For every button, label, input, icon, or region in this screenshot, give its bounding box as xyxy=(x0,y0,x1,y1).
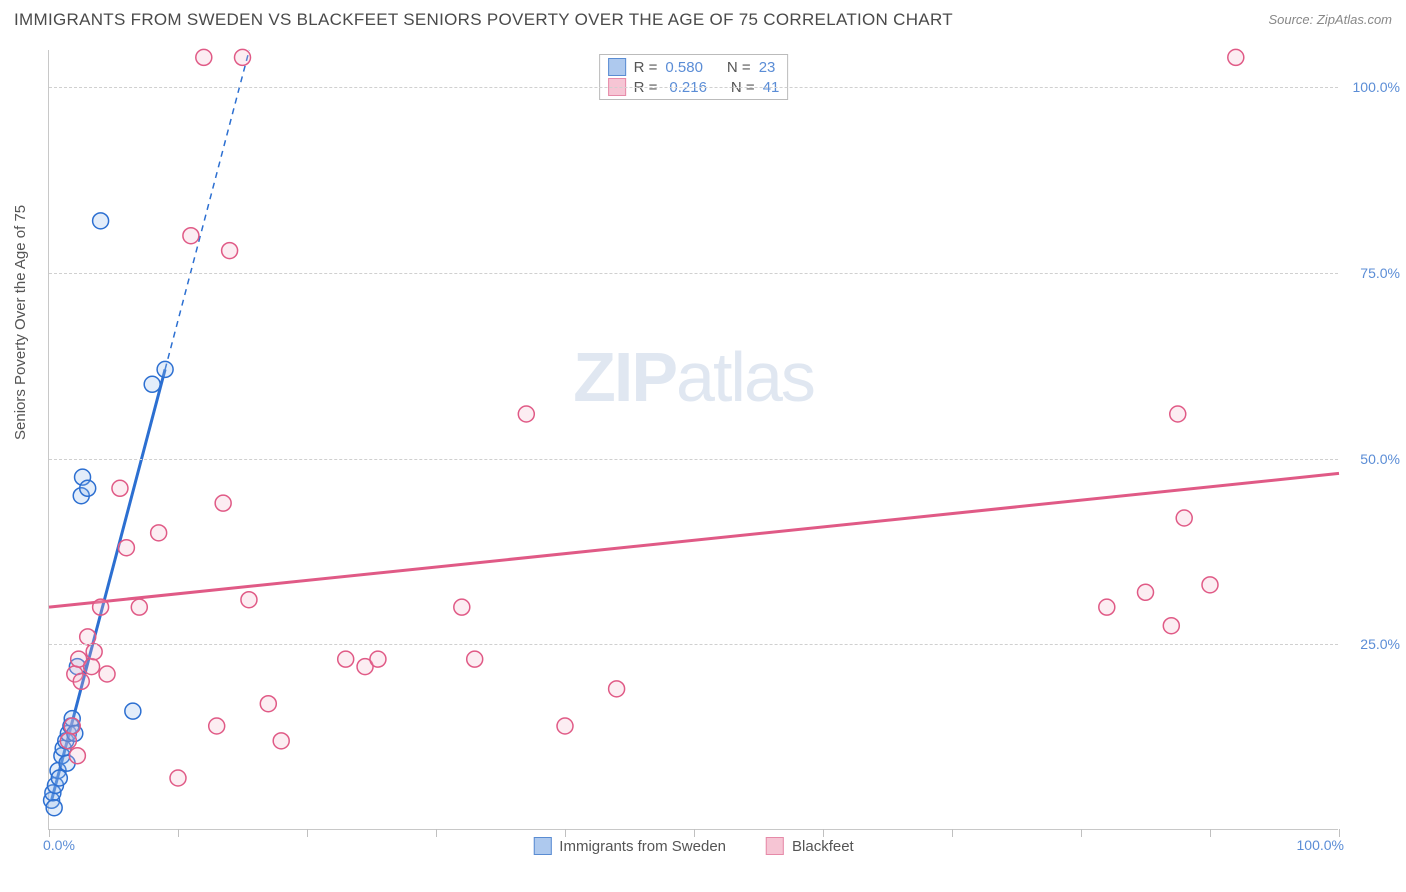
data-point-blackfeet xyxy=(1099,599,1115,615)
gridline-h xyxy=(49,459,1338,460)
x-tick-label-100: 100.0% xyxy=(1297,837,1344,853)
x-tick xyxy=(694,829,695,837)
data-point-blackfeet xyxy=(64,718,80,734)
data-point-blackfeet xyxy=(370,651,386,667)
data-point-blackfeet xyxy=(235,49,251,65)
data-point-blackfeet xyxy=(518,406,534,422)
data-point-sweden xyxy=(51,770,67,786)
data-point-sweden xyxy=(125,703,141,719)
data-point-blackfeet xyxy=(60,733,76,749)
legend-item-blackfeet: Blackfeet xyxy=(766,837,854,855)
data-point-blackfeet xyxy=(131,599,147,615)
data-point-sweden xyxy=(46,800,62,816)
data-point-blackfeet xyxy=(1163,618,1179,634)
r-value-sweden: 0.580 xyxy=(665,59,703,76)
legend-item-sweden: Immigrants from Sweden xyxy=(533,837,726,855)
y-tick-label: 75.0% xyxy=(1360,265,1400,281)
legend-series-box: Immigrants from Sweden Blackfeet xyxy=(533,837,853,855)
data-point-blackfeet xyxy=(86,644,102,660)
x-tick xyxy=(565,829,566,837)
x-tick xyxy=(178,829,179,837)
data-point-blackfeet xyxy=(609,681,625,697)
data-point-blackfeet xyxy=(1170,406,1186,422)
data-point-blackfeet xyxy=(99,666,115,682)
n-label: N = xyxy=(727,59,751,76)
n-value-sweden: 23 xyxy=(759,59,776,76)
data-point-blackfeet xyxy=(183,228,199,244)
x-tick xyxy=(1210,829,1211,837)
data-point-blackfeet xyxy=(222,243,238,259)
gridline-h xyxy=(49,273,1338,274)
data-point-blackfeet xyxy=(1202,577,1218,593)
data-point-blackfeet xyxy=(196,49,212,65)
swatch-sweden xyxy=(608,58,626,76)
data-point-sweden xyxy=(93,213,109,229)
series-label-sweden: Immigrants from Sweden xyxy=(559,838,726,855)
x-tick xyxy=(952,829,953,837)
y-tick-label: 25.0% xyxy=(1360,636,1400,652)
data-point-blackfeet xyxy=(1228,49,1244,65)
r-label: R = xyxy=(634,59,658,76)
x-tick xyxy=(49,829,50,837)
data-point-blackfeet xyxy=(112,480,128,496)
data-point-blackfeet xyxy=(73,673,89,689)
data-point-blackfeet xyxy=(454,599,470,615)
data-point-sweden xyxy=(80,480,96,496)
data-point-blackfeet xyxy=(338,651,354,667)
x-tick xyxy=(307,829,308,837)
scatter-svg xyxy=(49,50,1339,830)
x-tick xyxy=(1081,829,1082,837)
x-tick xyxy=(1339,829,1340,837)
gridline-h xyxy=(49,87,1338,88)
data-point-blackfeet xyxy=(93,599,109,615)
data-point-blackfeet xyxy=(84,659,100,675)
data-point-blackfeet xyxy=(80,629,96,645)
x-tick-label-0: 0.0% xyxy=(43,837,75,853)
data-point-blackfeet xyxy=(1138,584,1154,600)
data-point-blackfeet xyxy=(273,733,289,749)
chart-title: IMMIGRANTS FROM SWEDEN VS BLACKFEET SENI… xyxy=(14,10,953,29)
source-label: Source: ZipAtlas.com xyxy=(1268,12,1392,27)
series-label-blackfeet: Blackfeet xyxy=(792,838,854,855)
data-point-blackfeet xyxy=(467,651,483,667)
plot-area: ZIPatlas R = 0.580 N = 23 R = 0.216 N = … xyxy=(48,50,1338,830)
swatch-blackfeet-bottom xyxy=(766,837,784,855)
data-point-blackfeet xyxy=(241,592,257,608)
data-point-blackfeet xyxy=(557,718,573,734)
y-tick-label: 100.0% xyxy=(1353,79,1400,95)
swatch-sweden-bottom xyxy=(533,837,551,855)
data-point-blackfeet xyxy=(151,525,167,541)
data-point-blackfeet xyxy=(209,718,225,734)
data-point-blackfeet xyxy=(118,540,134,556)
data-point-blackfeet xyxy=(1176,510,1192,526)
legend-correlation-box: R = 0.580 N = 23 R = 0.216 N = 41 xyxy=(599,54,789,100)
x-tick xyxy=(823,829,824,837)
data-point-sweden xyxy=(157,361,173,377)
data-point-blackfeet xyxy=(69,748,85,764)
gridline-h xyxy=(49,644,1338,645)
x-tick xyxy=(436,829,437,837)
data-point-sweden xyxy=(144,376,160,392)
legend-row-sweden: R = 0.580 N = 23 xyxy=(608,57,780,77)
y-tick-label: 50.0% xyxy=(1360,451,1400,467)
y-axis-label: Seniors Poverty Over the Age of 75 xyxy=(12,205,29,440)
data-point-blackfeet xyxy=(260,696,276,712)
data-point-blackfeet xyxy=(170,770,186,786)
chart-container: IMMIGRANTS FROM SWEDEN VS BLACKFEET SENI… xyxy=(0,0,1406,892)
data-point-blackfeet xyxy=(215,495,231,511)
title-bar: IMMIGRANTS FROM SWEDEN VS BLACKFEET SENI… xyxy=(14,10,1392,38)
